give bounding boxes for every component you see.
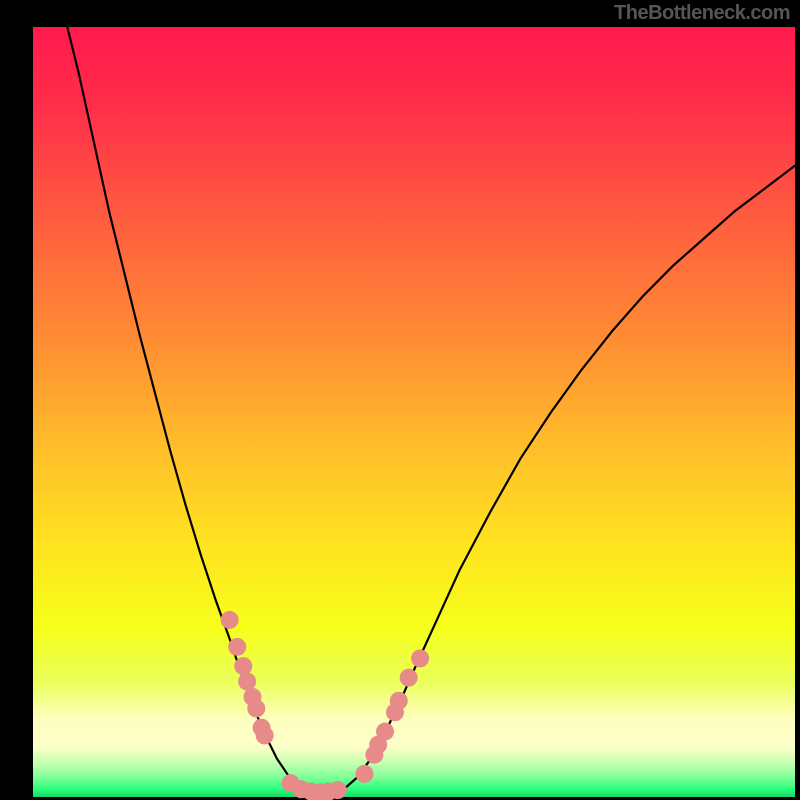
bottleneck-chart [0,0,800,800]
data-marker [238,673,256,691]
data-marker [256,726,274,744]
data-marker [234,657,252,675]
chart-svg [0,0,800,800]
watermark-text: TheBottleneck.com [614,2,790,25]
data-marker [355,765,373,783]
data-marker [376,723,394,741]
data-marker [390,692,408,710]
data-marker [221,611,239,629]
data-marker [411,649,429,667]
data-marker [400,669,418,687]
data-marker [247,699,265,717]
data-marker [329,781,347,799]
data-marker [228,638,246,656]
